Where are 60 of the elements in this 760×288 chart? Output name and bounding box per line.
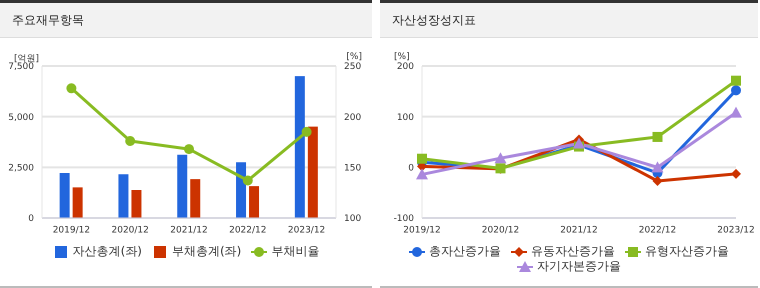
y-tick-label: -100	[394, 214, 414, 224]
point	[125, 136, 136, 146]
x-tick-label: 2021/12	[170, 225, 208, 236]
point	[302, 126, 312, 137]
x-tick-label: 2019/12	[52, 225, 90, 236]
chart-title: 자산성장성지표	[380, 3, 758, 38]
point	[494, 152, 506, 164]
x-tick-label: 2020/12	[112, 225, 149, 236]
point	[184, 144, 194, 154]
point	[731, 168, 741, 179]
point	[731, 76, 741, 86]
x-tick-label: 2020/12	[482, 225, 520, 236]
bar	[308, 126, 318, 218]
legend-label: 부채비율	[271, 244, 320, 259]
legend-label: 총자산증가율	[429, 244, 501, 259]
legend-label: 유동자산증가율	[531, 244, 615, 259]
y-tick-label: 0	[28, 214, 34, 224]
x-tick-label: 2022/12	[229, 225, 266, 236]
y2-axis-title: [%]	[346, 52, 362, 62]
bar	[131, 190, 142, 218]
y2-tick-label: 250	[344, 62, 362, 72]
x-tick-label: 2022/12	[638, 225, 676, 236]
x-tick-label: 2021/12	[560, 225, 598, 236]
chart-title: 주요재무항목	[0, 3, 372, 38]
point	[731, 85, 741, 96]
bar	[118, 174, 128, 218]
legend-label: 유형자산증가율	[645, 244, 729, 259]
legend-label: 자산총계(좌)	[72, 244, 142, 259]
point	[652, 176, 662, 186]
bar	[190, 179, 200, 218]
bar	[294, 76, 305, 218]
point	[66, 83, 76, 94]
y-axis-title: [%]	[394, 52, 410, 62]
y2-tick-label: 100	[344, 214, 362, 224]
y-axis-title: [억원]	[14, 53, 40, 64]
y-tick-label: 200	[396, 62, 414, 72]
x-tick-label: 2023/12	[288, 225, 326, 236]
y-tick-label: 7,500	[8, 62, 34, 72]
point	[242, 176, 253, 186]
bar	[60, 173, 70, 218]
y-tick-label: 0	[408, 164, 414, 174]
bar	[249, 186, 260, 218]
point	[417, 154, 427, 164]
y2-tick-label: 200	[344, 112, 362, 123]
bar	[177, 154, 188, 218]
y-tick-label: 100	[396, 112, 414, 123]
point	[416, 168, 428, 180]
y-tick-label: 5,000	[8, 112, 34, 123]
point	[573, 138, 585, 149]
point	[652, 132, 662, 142]
point	[730, 106, 742, 118]
x-tick-label: 2019/12	[403, 225, 441, 236]
y2-tick-label: 150	[344, 164, 362, 174]
bar	[72, 187, 83, 218]
bar	[236, 162, 246, 218]
point	[652, 161, 664, 172]
legend-label: 부채총계(좌)	[172, 244, 242, 259]
x-tick-label: 2023/12	[717, 225, 755, 236]
y-tick-label: 2,500	[8, 164, 34, 174]
legend-label: 자기자본증가율	[537, 259, 621, 274]
